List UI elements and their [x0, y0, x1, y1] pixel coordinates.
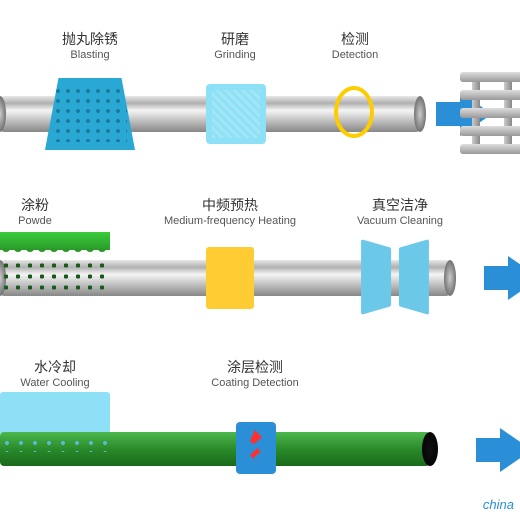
label-heating-en: Medium-frequency Heating — [130, 214, 330, 228]
watermark-text: china — [483, 497, 514, 512]
grinding-icon — [206, 84, 266, 144]
label-blasting-en: Blasting — [40, 48, 140, 62]
label-blasting: 抛丸除锈 Blasting — [40, 30, 140, 62]
powder-dots-icon — [0, 260, 110, 294]
label-water-en: Water Cooling — [0, 376, 110, 390]
label-grinding-en: Grinding — [195, 48, 275, 62]
arrow-row2 — [508, 256, 520, 300]
powder-top-icon — [0, 232, 110, 250]
label-powder: 涂粉 Powde — [0, 196, 70, 228]
coating-detection-icon — [236, 422, 276, 474]
label-detection-cn: 检测 — [315, 30, 395, 48]
water-cool-icon — [0, 392, 110, 436]
heater-icon — [206, 247, 254, 309]
label-water: 水冷却 Water Cooling — [0, 358, 110, 390]
label-detection: 检测 Detection — [315, 30, 395, 62]
label-water-cn: 水冷却 — [0, 358, 110, 376]
blasting-dots-icon — [53, 86, 127, 142]
label-blasting-cn: 抛丸除锈 — [40, 30, 140, 48]
label-heating-cn: 中频预热 — [130, 196, 330, 214]
label-powder-cn: 涂粉 — [0, 196, 70, 214]
arrow-row3 — [500, 428, 520, 472]
label-coating: 涂层检测 Coating Detection — [185, 358, 325, 390]
label-coating-cn: 涂层检测 — [185, 358, 325, 376]
label-detection-en: Detection — [315, 48, 395, 62]
blasting-icon — [45, 78, 135, 150]
label-grinding-cn: 研磨 — [195, 30, 275, 48]
water-drops-icon — [0, 438, 110, 452]
vacuum-icon-left — [361, 239, 391, 315]
label-vacuum: 真空洁净 Vacuum Cleaning — [340, 196, 460, 228]
label-vacuum-en: Vacuum Cleaning — [340, 214, 460, 228]
label-coating-en: Coating Detection — [185, 376, 325, 390]
label-heating: 中频预热 Medium-frequency Heating — [130, 196, 330, 228]
label-grinding: 研磨 Grinding — [195, 30, 275, 62]
label-powder-en: Powde — [0, 214, 70, 228]
detection-ring-icon — [334, 86, 374, 138]
label-vacuum-cn: 真空洁净 — [340, 196, 460, 214]
vacuum-icon-right — [399, 239, 429, 315]
